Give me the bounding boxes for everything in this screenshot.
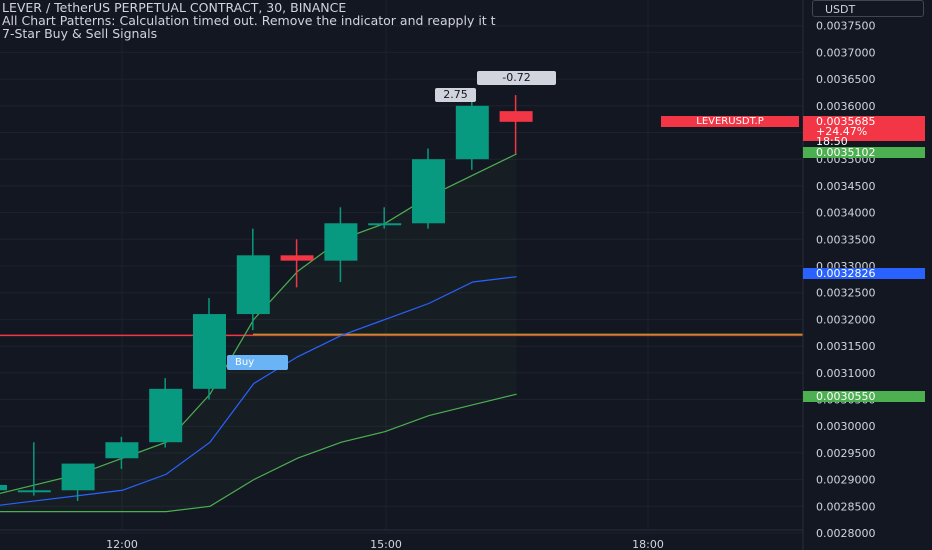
candle-body	[412, 159, 445, 224]
candle-body	[236, 255, 270, 315]
price-change: +24.47%	[816, 125, 868, 138]
price-tick-label: 0.0034500	[816, 180, 876, 193]
candle-body	[61, 463, 95, 491]
time-tick-label: 18:00	[632, 538, 664, 550]
price-tick-label: 0.0032000	[816, 313, 876, 326]
candle-value-label: -0.72	[477, 71, 556, 85]
indicator-label-patterns: All Chart Patterns: Calculation timed ou…	[2, 13, 496, 28]
candle-body	[368, 223, 402, 226]
price-tick-label: 0.0037000	[816, 46, 876, 59]
lower-band-price-tag: 0.0030550	[803, 391, 925, 402]
candle-body	[17, 490, 51, 493]
last-price: 0.0035685	[816, 115, 876, 128]
currency-label: USDT	[825, 3, 856, 16]
price-tick-label: 0.0028500	[816, 500, 876, 513]
bar-countdown: 18:50	[816, 135, 848, 148]
mid-line	[0, 276, 517, 506]
price-tick-label: 0.0033500	[816, 233, 876, 246]
price-tick-label: 0.0031000	[816, 367, 876, 380]
upper-band-price-tag: 0.0035102	[803, 147, 925, 158]
time-tick-label: 15:00	[370, 538, 402, 550]
candle-body	[324, 223, 358, 261]
indicator-label-signals: 7-Star Buy & Sell Signals	[2, 26, 158, 41]
time-tick-label: 12:00	[106, 538, 138, 550]
candle-body	[105, 442, 139, 459]
currency-selector[interactable]: USDT	[812, 0, 924, 17]
candle-body	[149, 388, 183, 443]
candle-body	[455, 105, 489, 160]
price-tick-label: 0.0031500	[816, 340, 876, 353]
price-tick-label: 0.0029000	[816, 474, 876, 487]
price-tick-label: 0.0037500	[816, 20, 876, 33]
price-tick-label: 0.0036000	[816, 100, 876, 113]
last-price-tag: 0.0035685 +24.47% 18:50	[803, 115, 925, 147]
candle-body	[0, 484, 7, 491]
price-tick-label: 0.0029500	[816, 447, 876, 460]
buy-signal-label: Buy	[227, 355, 288, 370]
candle-body	[280, 255, 314, 261]
chart-title: LEVER / TetherUS PERPETUAL CONTRACT, 30,…	[2, 0, 347, 15]
price-tick-label: 0.0036500	[816, 73, 876, 86]
lower-band-line	[0, 393, 517, 513]
band-fill	[0, 153, 517, 512]
candle-value-label: 2.75	[435, 88, 476, 102]
mid-line-price-tag: 0.0032826	[803, 268, 925, 279]
candle-body	[499, 111, 533, 122]
price-tick-label: 0.0028000	[816, 527, 876, 540]
candle-body	[193, 314, 226, 389]
price-tick-label: 0.0032500	[816, 287, 876, 300]
symbol-price-tag: LEVERUSDT.P	[661, 116, 799, 127]
price-tick-label: 0.0030000	[816, 420, 876, 433]
price-tick-label: 0.0034000	[816, 207, 876, 220]
